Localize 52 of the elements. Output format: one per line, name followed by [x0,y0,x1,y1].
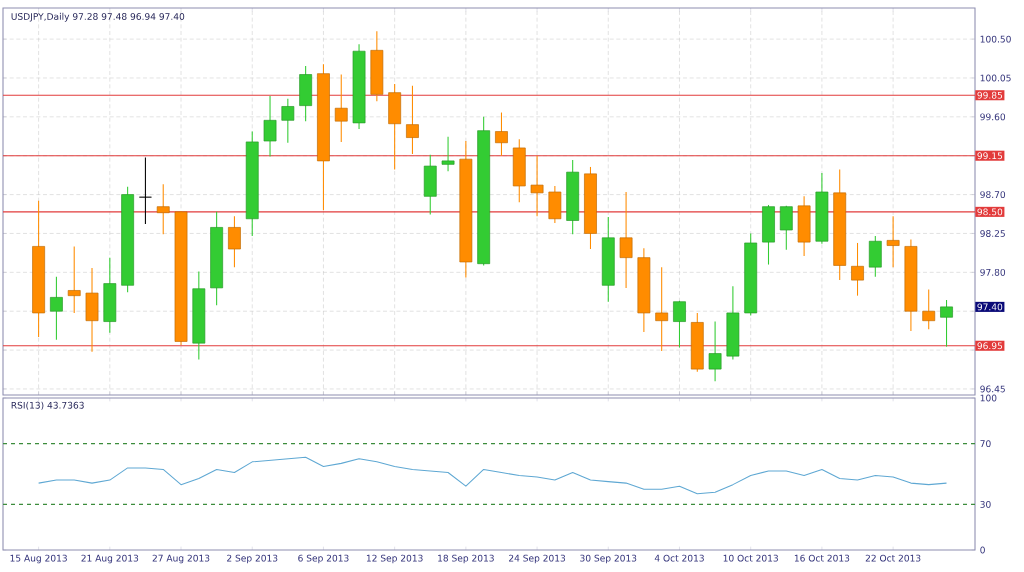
x-tick-label: 18 Sep 2013 [438,554,494,564]
y-tick-label: 98.70 [980,191,1006,199]
x-tick-label: 16 Oct 2013 [794,554,850,562]
y-tick-label: 98.25 [980,230,1005,237]
y-tick-label: 30 [980,500,991,508]
y-tick-label: 99.60 [980,113,1006,121]
x-tick-label: 2 Sep 2013 [227,554,278,564]
x-tick-label: 22 Oct 2013 [865,554,921,562]
text: 97.40 [977,303,1003,311]
ref-line-label: 98.50 [977,208,1003,216]
ref-line-label: 96.95 [977,342,1003,350]
x-tick-label: 6 Sep 2013 [298,554,349,564]
ref-line-label: 99.15 [977,152,1003,160]
candlestick [851,242,864,297]
y-tick-label: 100.05 [980,74,1011,82]
text: USDJPY,Daily 97.28 97.48 96.94 97.40 [11,12,185,22]
y-tick-label: 97.80 [980,268,1006,276]
candlestick [655,266,669,352]
y-tick-label: 100 [980,394,997,402]
candlestick [708,321,722,382]
candlestick [779,205,793,251]
candlestick [495,111,508,157]
candlestick [886,215,900,268]
candlestick [530,155,544,217]
x-tick-label: 4 Oct 2013 [654,554,704,562]
candlestick [263,95,277,158]
x-tick-label: 21 Aug 2013 [81,554,139,564]
candlestick [673,300,686,349]
y-tick-label: 100.50 [980,35,1011,43]
candlestick [940,299,953,348]
x-tick-label: 15 Aug 2013 [10,554,67,564]
candlestick [50,276,63,341]
candlestick [619,191,633,289]
candlestick [922,289,936,330]
x-tick-label: 12 Sep 2013 [366,554,423,564]
candlestick [67,245,81,314]
candlestick [156,183,170,235]
x-tick-label: 27 Aug 2013 [152,554,210,564]
candlestick [139,156,152,225]
candlestick [334,73,348,143]
y-tick-label: 70 [980,440,991,448]
candlestick [441,136,455,172]
x-tick-label: 30 Sep 2013 [580,554,637,564]
ref-line-label: 99.85 [977,91,1003,99]
candlestick [406,85,419,155]
candlestick [281,98,295,144]
x-tick-label: 10 Oct 2013 [723,554,778,562]
candlestick [228,215,241,268]
chart-title: RSI(13) 43.7363 [11,401,84,410]
y-tick-label: 96.45 [980,385,1005,393]
x-tick-label: 24 Sep 2013 [509,554,566,564]
y-tick-label: 0 [980,546,985,554]
